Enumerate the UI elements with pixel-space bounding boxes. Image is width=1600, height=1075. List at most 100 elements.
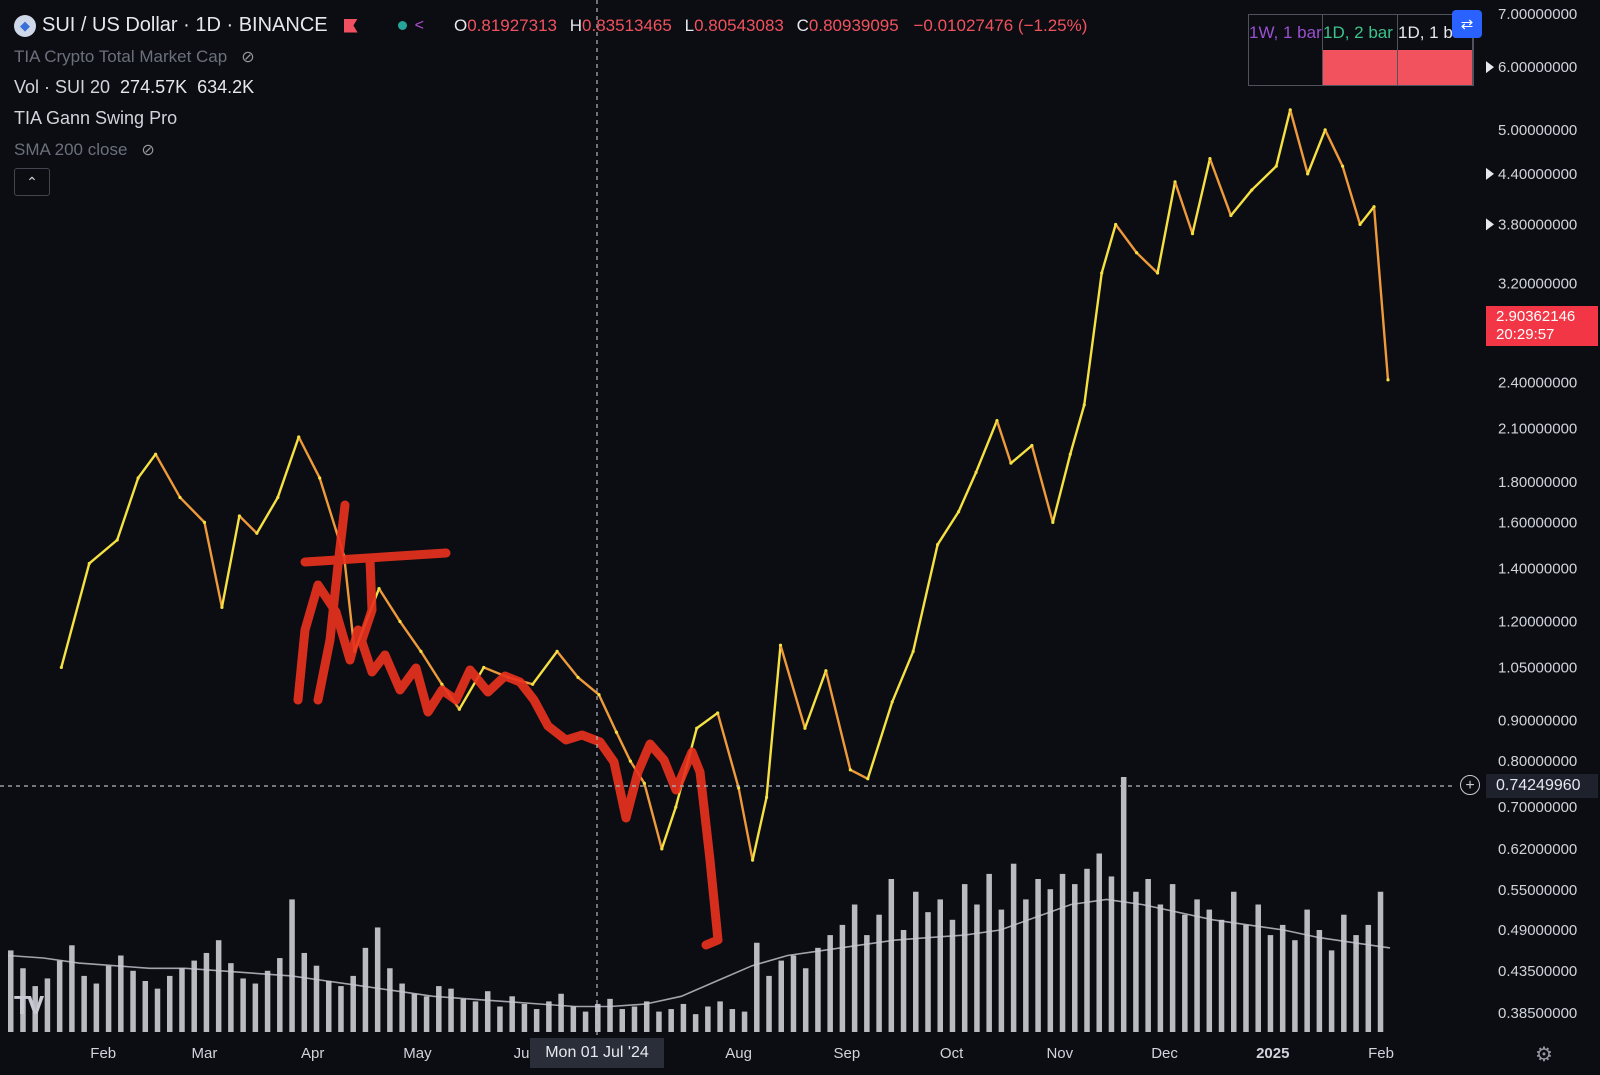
price-point <box>297 435 301 439</box>
price-segment <box>398 620 423 653</box>
x-tick-label: Aug <box>725 1045 752 1062</box>
price-point <box>716 711 720 715</box>
price-point <box>1229 213 1233 218</box>
price-point <box>136 476 140 480</box>
volume-bar <box>154 988 161 1032</box>
price-segment <box>276 435 300 499</box>
indicator-sma[interactable]: SMA 200 close ⊘ <box>14 139 155 159</box>
price-point <box>824 669 828 673</box>
price-segment <box>1135 251 1159 275</box>
sync-icon[interactable]: ⇄ <box>1452 10 1482 38</box>
price-point <box>419 649 423 654</box>
price-point <box>911 649 915 654</box>
price-segment <box>849 768 869 780</box>
volume-bar <box>643 1001 650 1032</box>
indicator-gann[interactable]: TIA Gann Swing Pro <box>14 108 178 128</box>
volume-bar <box>81 975 87 1032</box>
x-tick-label: Sep <box>833 1045 860 1062</box>
price-point <box>531 682 535 686</box>
x-tick-label: 2025 <box>1256 1045 1289 1062</box>
volume-bar <box>1341 914 1347 1032</box>
settings-gear-icon[interactable]: ⚙ <box>1535 1044 1553 1066</box>
price-point <box>1274 164 1278 168</box>
price-point <box>1250 188 1254 192</box>
add-alert-icon[interactable]: + <box>1460 775 1480 795</box>
price-point <box>936 542 940 547</box>
price-point <box>597 693 601 697</box>
volume-bar <box>460 998 467 1032</box>
crosshair-date-tag: Mon 01 Jul '24 <box>530 1038 664 1068</box>
price-segment <box>1275 108 1292 168</box>
price-segment <box>297 435 321 480</box>
volume-bar <box>20 968 26 1032</box>
volume-bar <box>925 912 931 1032</box>
hidden-eye-icon[interactable]: ⊘ <box>241 48 255 66</box>
volume-bar <box>1182 914 1188 1032</box>
volume-bar <box>876 914 882 1032</box>
price-point <box>1100 271 1104 275</box>
price-point <box>764 795 769 799</box>
price-segment <box>957 471 978 513</box>
price-segment <box>737 786 754 862</box>
price-point <box>1114 222 1118 227</box>
volume-bar <box>888 879 895 1032</box>
indicator-market-cap[interactable]: TIA Crypto Total Market Cap ⊘ <box>14 46 255 66</box>
volume-bar <box>1304 909 1310 1032</box>
volume-bar <box>839 924 846 1032</box>
price-segment <box>220 514 241 609</box>
price-point <box>1358 222 1362 227</box>
hidden-eye-icon[interactable]: ⊘ <box>141 141 155 159</box>
price-point <box>482 665 486 670</box>
volume-bar <box>656 1011 662 1032</box>
y-tick-label: 1.80000000 <box>1498 474 1577 491</box>
volume-bar <box>1365 924 1372 1032</box>
collapse-legend-button[interactable]: ⌃ <box>14 168 50 196</box>
price-segment <box>779 644 807 730</box>
price-segment <box>178 496 206 524</box>
volume-bar <box>509 996 515 1032</box>
axis-marker-icon <box>1486 218 1494 231</box>
volume-bar <box>705 1006 711 1032</box>
crosshair-price-tag: 0.74249960 <box>1486 774 1598 798</box>
symbol-title[interactable]: SUI / US Dollar · 1D · BINANCE <box>42 14 328 36</box>
price-segment <box>866 700 894 780</box>
price-point <box>1173 180 1177 184</box>
last-price-tag: 2.90362146 20:29:57 <box>1486 306 1598 346</box>
volume-bar <box>766 975 772 1032</box>
y-tick-label: 0.90000000 <box>1498 713 1577 730</box>
volume-bar <box>56 960 63 1032</box>
axis-marker-icon <box>1486 167 1494 180</box>
annotation-drawing <box>293 500 723 950</box>
flag-icon[interactable] <box>343 18 358 33</box>
volume-bar <box>264 970 271 1032</box>
volume-bar <box>203 952 210 1032</box>
y-tick-label: 0.62000000 <box>1498 841 1577 858</box>
price-segment <box>88 538 119 565</box>
volume-bar <box>179 968 185 1032</box>
volume-bar <box>1218 919 1225 1032</box>
price-segment <box>824 669 852 772</box>
price-segment <box>911 543 939 653</box>
timeframe-header-1w: 1W, 1 bar <box>1249 15 1323 50</box>
price-point <box>674 805 678 809</box>
price-point <box>974 470 978 474</box>
volume-bar <box>827 935 833 1032</box>
y-tick-label: 3.20000000 <box>1498 276 1577 293</box>
price-segment <box>1323 128 1344 168</box>
price-segment <box>1229 188 1254 217</box>
share-icon[interactable]: < <box>414 16 424 34</box>
volume-bar <box>1145 879 1151 1032</box>
volume-bar <box>69 945 75 1032</box>
volume-bar <box>558 993 564 1032</box>
volume-bar <box>1084 868 1090 1032</box>
y-tick-label: 0.38500000 <box>1498 1005 1577 1022</box>
indicator-volume[interactable]: Vol · SUI 20 274.57K 634.2K <box>14 77 255 97</box>
volume-bar <box>423 996 430 1032</box>
tradingview-logo-icon[interactable]: TV <box>14 990 44 1020</box>
annotation-horizontal-stroke <box>300 548 451 567</box>
volume-bar <box>325 981 332 1032</box>
volume-bar <box>1047 889 1054 1032</box>
ohlc-values: O0.81927313 H0.83513465 L0.80543083 C0.8… <box>453 15 1088 35</box>
x-tick-label: Feb <box>1368 1045 1394 1062</box>
